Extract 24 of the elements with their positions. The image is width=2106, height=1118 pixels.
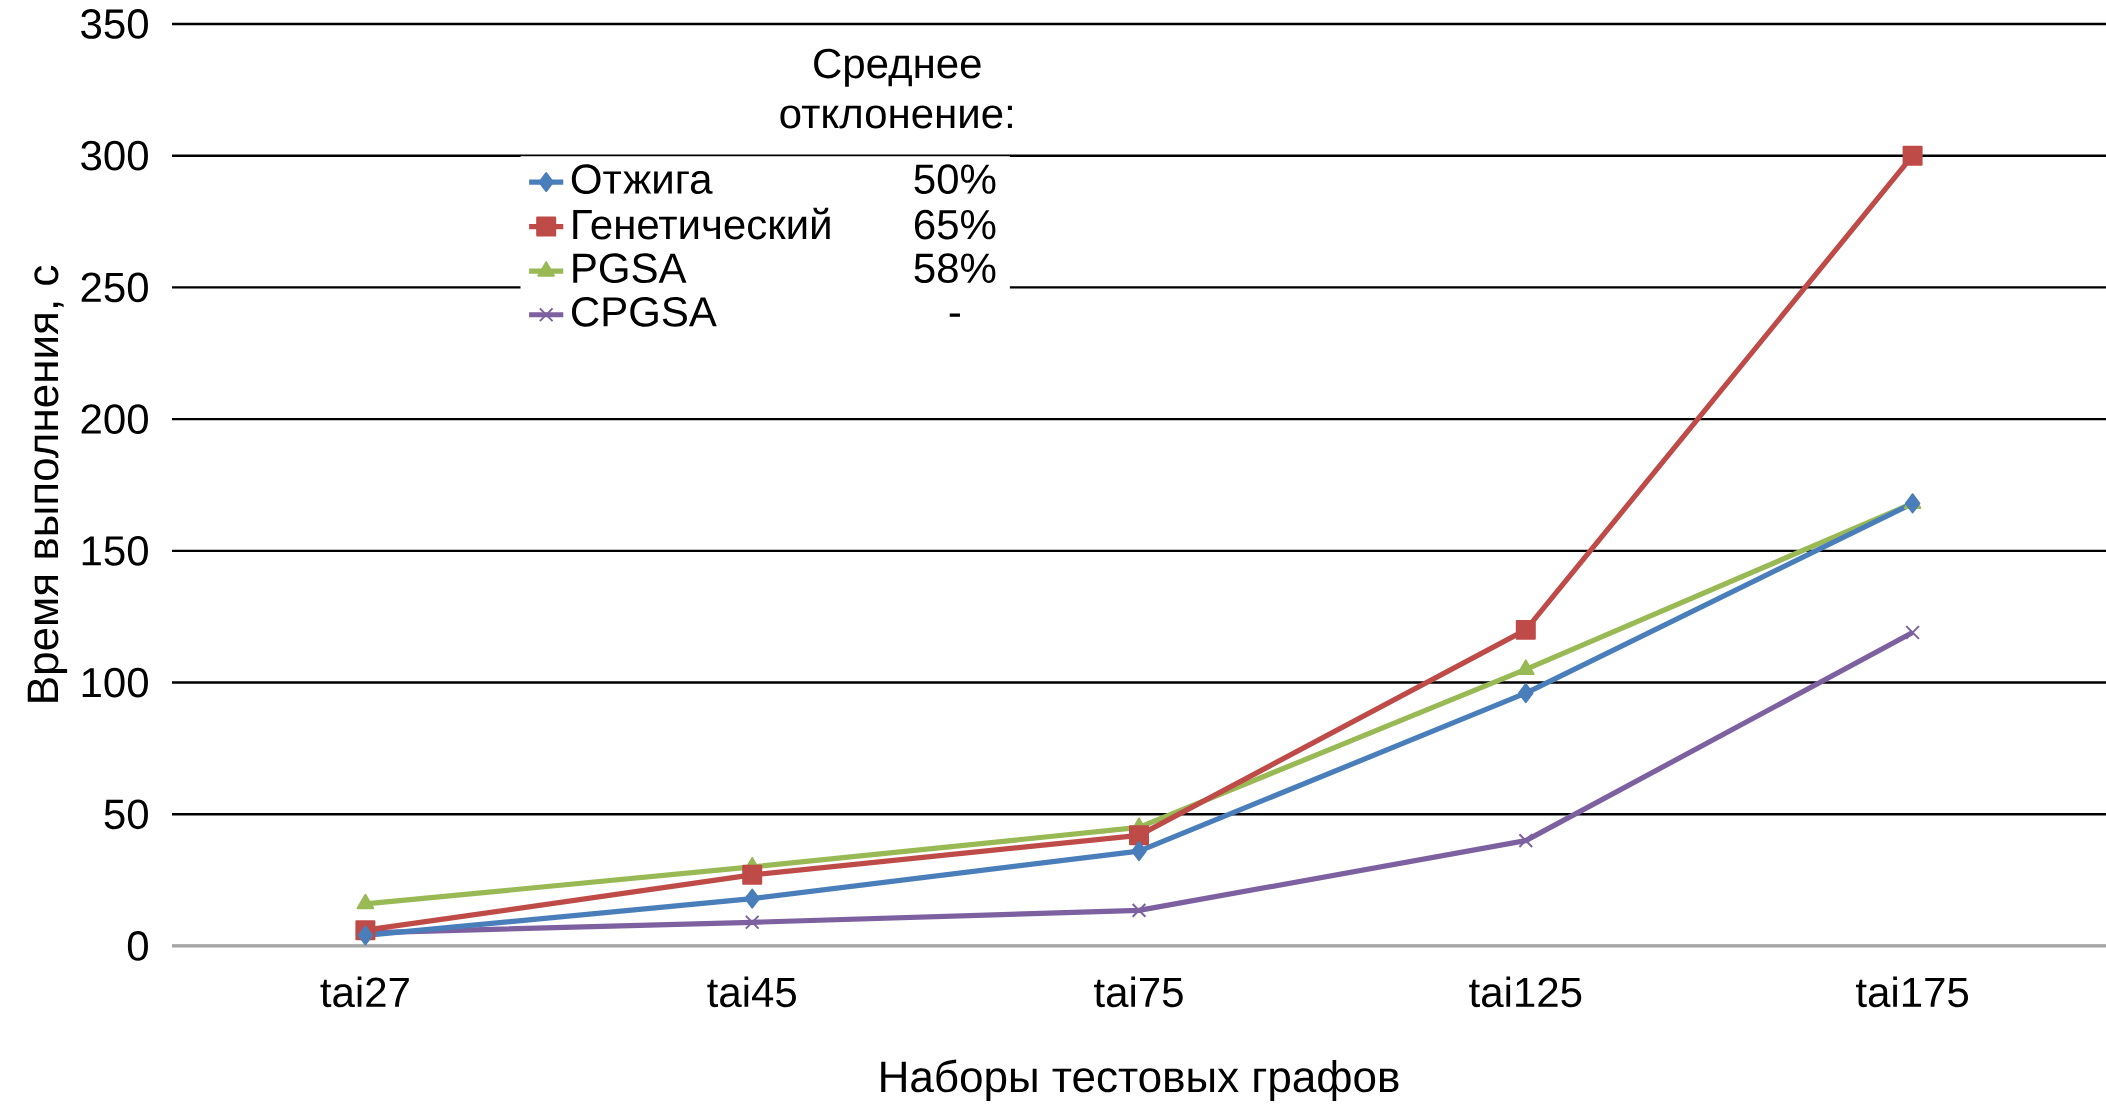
x-tick-label: tai75 (1094, 976, 1183, 1008)
y-tick-label: 250 (81, 272, 148, 303)
x-tick-label: tai175 (1856, 976, 1969, 1008)
annotation: 50% (914, 164, 996, 194)
y-tick-label: 50 (104, 799, 148, 830)
legend-label: PGSA (573, 253, 687, 284)
legend-label: Генетический (573, 207, 830, 240)
legend-title: Среднее отклонение: (780, 48, 1012, 129)
annotation: 58% (914, 253, 996, 284)
legend-label: Отжига (571, 164, 713, 194)
x-tick-label: tai27 (320, 976, 409, 1008)
annotation: 65% (914, 209, 996, 240)
x-axis-title: Наборы тестовых графов (881, 1059, 1399, 1102)
legend-label: CPGSA (571, 296, 717, 327)
x-tick-label: tai125 (1469, 976, 1582, 1008)
y-tick-label: 150 (82, 535, 148, 566)
y-tick-label: 0 (127, 931, 148, 961)
y-tick-label: 200 (81, 404, 148, 434)
y-tick-label: 350 (81, 9, 148, 39)
y-tick-label: 100 (82, 667, 148, 698)
y-axis-title: Время выполнения, с (27, 265, 68, 702)
x-tick-label: tai45 (707, 976, 796, 1008)
y-tick-label: 300 (81, 140, 148, 171)
annotation: - (949, 313, 960, 317)
